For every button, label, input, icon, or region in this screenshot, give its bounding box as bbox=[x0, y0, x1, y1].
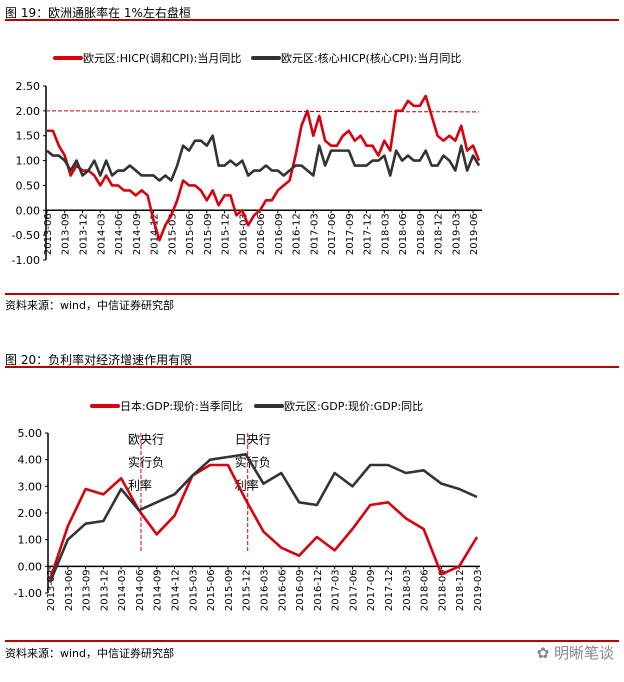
x-tick-label: 2013-12 bbox=[99, 569, 110, 611]
annotation-text: 日央行 bbox=[235, 433, 271, 447]
x-tick-label: 2017-12 bbox=[384, 569, 395, 611]
y-tick-label: 0.00 bbox=[18, 560, 43, 573]
figure2-title-rule bbox=[5, 366, 619, 368]
x-tick-label: 2018-06 bbox=[420, 569, 431, 611]
legend-label: 欧元区:核心HICP(核心CPI):当月同比 bbox=[281, 51, 461, 65]
x-tick-label: 2018-09 bbox=[437, 569, 448, 611]
x-tick-label: 2014-06 bbox=[135, 569, 146, 611]
x-tick-label: 2016-03 bbox=[260, 569, 271, 611]
watermark-text: 明晰笔谈 bbox=[553, 644, 614, 662]
x-tick-label: 2014-12 bbox=[150, 213, 161, 255]
figure1-source-rule bbox=[5, 293, 619, 295]
x-tick-label: 2014-03 bbox=[117, 569, 128, 611]
annotation-text: 利率 bbox=[128, 478, 152, 493]
x-tick-label: 2018-03 bbox=[402, 569, 413, 611]
x-tick-label: 2013-12 bbox=[79, 213, 90, 255]
x-tick-label: 2016-12 bbox=[292, 213, 303, 255]
x-tick-label: 2015-12 bbox=[242, 569, 253, 611]
x-tick-label: 2018-09 bbox=[416, 213, 427, 255]
figure2-source-rule bbox=[5, 640, 619, 642]
x-tick-label: 2016-12 bbox=[313, 569, 324, 611]
x-tick-label: 2016-03 bbox=[238, 213, 249, 255]
x-tick-label: 2014-03 bbox=[96, 213, 107, 255]
y-tick-label: 2.00 bbox=[18, 507, 43, 520]
series-line-0 bbox=[47, 94, 481, 242]
y-tick-label: 2.00 bbox=[16, 105, 41, 118]
y-tick-label: 1.50 bbox=[16, 130, 41, 143]
x-tick-label: 2013-06 bbox=[64, 569, 75, 611]
x-tick-label: 2014-06 bbox=[114, 213, 125, 255]
wechat-icon: ✿ bbox=[536, 644, 554, 662]
chart-gdp: 日本:GDP:现价:当季同比 欧元区:GDP:现价:GDP:同比 5.00 4.00 3… bbox=[14, 399, 484, 611]
y-tick-label: 4.00 bbox=[18, 454, 43, 467]
annotation-text: 实行负 bbox=[235, 455, 271, 470]
figure2-source: 资料来源：wind，中信证券研究部 bbox=[5, 647, 175, 660]
x-tick-label: 2016-06 bbox=[256, 213, 267, 255]
x-tick-label: 2018-12 bbox=[455, 569, 466, 611]
x-tick-label: 2016-09 bbox=[274, 213, 285, 255]
y-tick-label: 0.50 bbox=[16, 179, 41, 192]
x-tick-label: 2017-06 bbox=[327, 213, 338, 255]
y-tick-label: 2.50 bbox=[16, 80, 41, 93]
x-tick-label: 2017-12 bbox=[363, 213, 374, 255]
x-tick-label: 2019-03 bbox=[473, 569, 484, 611]
x-tick-label: 2014-12 bbox=[171, 569, 182, 611]
figure1-source: 资料来源：wind，中信证券研究部 bbox=[5, 299, 175, 312]
figure1-title: 图 19：欧洲通胀率在 1%左右盘桓 bbox=[5, 6, 191, 20]
x-tick-label: 2015-03 bbox=[167, 213, 178, 255]
y-tick-label: -1.00 bbox=[12, 254, 40, 267]
y-tick-label: 1.00 bbox=[16, 155, 41, 168]
figure1-title-rule bbox=[5, 19, 619, 21]
x-tick-label: 2015-06 bbox=[185, 213, 196, 255]
figure2-title: 图 20：负利率对经济增速作用有限 bbox=[5, 353, 193, 367]
watermark-logo: ✿ 明晰笔谈 bbox=[537, 642, 614, 663]
y-tick-label: 1.00 bbox=[18, 534, 43, 547]
legend-label: 欧元区:GDP:现价:GDP:同比 bbox=[284, 400, 423, 413]
x-tick-label: 2015-06 bbox=[206, 569, 217, 611]
y-tick-label: 3.00 bbox=[18, 480, 43, 493]
x-tick-label: 2017-06 bbox=[348, 569, 359, 611]
x-tick-label: 2018-06 bbox=[398, 213, 409, 255]
x-tick-label: 2018-03 bbox=[380, 213, 391, 255]
y-tick-label: -0.50 bbox=[12, 229, 40, 242]
legend-label: 欧元区:HICP(调和CPI):当月同比 bbox=[83, 51, 241, 65]
legend-label: 日本:GDP:现价:当季同比 bbox=[120, 399, 243, 413]
x-tick-label: 2016-09 bbox=[295, 569, 306, 611]
y-tick-label: 0.00 bbox=[16, 204, 41, 217]
y-tick-label: 5.00 bbox=[18, 427, 43, 440]
x-tick-label: 2015-03 bbox=[188, 569, 199, 611]
x-tick-label: 2015-09 bbox=[203, 213, 214, 255]
x-tick-label: 2014-09 bbox=[132, 213, 143, 255]
annotation-text: 实行负 bbox=[128, 455, 164, 470]
series-line-1 bbox=[48, 453, 478, 583]
series-line-1 bbox=[46, 134, 481, 182]
x-tick-label: 2013-09 bbox=[61, 213, 72, 255]
x-tick-label: 2019-03 bbox=[451, 213, 462, 255]
x-tick-label: 2017-03 bbox=[331, 569, 342, 611]
x-tick-label: 2015-12 bbox=[221, 213, 232, 255]
reference-line-2pct bbox=[45, 110, 480, 113]
x-tick-label: 2013-06 bbox=[43, 213, 54, 255]
x-tick-label: 2017-09 bbox=[345, 213, 356, 255]
x-tick-label: 2019-06 bbox=[469, 213, 480, 255]
x-tick-label: 2017-03 bbox=[309, 213, 320, 255]
x-tick-label: 2018-12 bbox=[434, 213, 445, 255]
x-tick-label: 2014-09 bbox=[153, 569, 164, 611]
y-tick-label: -1.00 bbox=[14, 587, 42, 600]
x-tick-label: 2017-09 bbox=[366, 569, 377, 611]
chart-hicp: 欧元区:HICP(调和CPI):当月同比 欧元区:核心HICP(核心CPI):当月… bbox=[12, 51, 482, 267]
annotation-text: 欧央行 bbox=[128, 433, 164, 447]
x-tick-label: 2015-09 bbox=[224, 569, 235, 611]
x-tick-label: 2013-09 bbox=[82, 569, 93, 611]
x-tick-label: 2016-06 bbox=[277, 569, 288, 611]
x-tick-label: 2013-03 bbox=[46, 569, 57, 611]
